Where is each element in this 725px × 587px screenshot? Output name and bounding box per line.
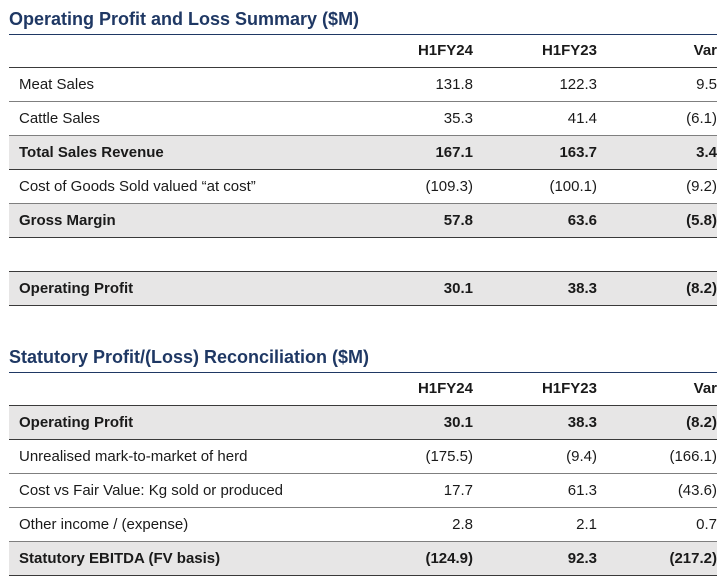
row-h1fy24-value: (175.5)	[425, 448, 473, 465]
row-label: Cost vs Fair Value: Kg sold or produced	[19, 482, 284, 499]
row-var-value: (9.2)	[686, 178, 717, 195]
table-row-total: Gross Margin 57.8 63.6 (5.8)	[9, 203, 717, 238]
reconciliation-section: Statutory Profit/(Loss) Reconciliation (…	[9, 342, 717, 576]
table-header-row: H1FY24 H1FY23 Var	[9, 373, 717, 406]
pl-summary-table: H1FY24 H1FY23 Var Meat Sales 131.8 122.3…	[9, 35, 717, 306]
table-row: Other income / (expense) 2.8 2.1 0.7	[9, 508, 717, 542]
pl-summary-section: Operating Profit and Loss Summary ($M) H…	[9, 4, 717, 306]
row-label: Operating Profit	[9, 271, 389, 306]
row-var-value: (8.2)	[597, 405, 717, 440]
row-h1fy23-value: 61.3	[567, 482, 597, 499]
pl-summary-title-rule	[9, 34, 717, 35]
pl-summary-title: Operating Profit and Loss Summary ($M)	[9, 9, 360, 29]
column-header-h1fy24: H1FY24	[417, 42, 473, 59]
row-h1fy24-value: 30.1	[389, 271, 473, 306]
column-header-label	[9, 373, 389, 406]
row-h1fy24-value: 2.8	[452, 516, 473, 533]
row-label: Unrealised mark-to-market of herd	[19, 448, 248, 465]
row-h1fy24-value: 167.1	[389, 135, 473, 170]
reconciliation-title-rule	[9, 372, 717, 373]
row-var-value: (43.6)	[677, 482, 717, 499]
row-label: Gross Margin	[9, 203, 389, 238]
row-h1fy23-value: 2.1	[576, 516, 597, 533]
row-label: Meat Sales	[19, 76, 95, 93]
table-header-row: H1FY24 H1FY23 Var	[9, 35, 717, 68]
row-h1fy24-value: (124.9)	[389, 541, 473, 576]
row-label: Cattle Sales	[19, 110, 100, 127]
row-var-value: (8.2)	[597, 271, 717, 306]
row-h1fy23-value: (100.1)	[549, 178, 597, 195]
table-row-total: Operating Profit 30.1 38.3 (8.2)	[9, 405, 717, 440]
row-h1fy24-value: 131.8	[435, 76, 473, 93]
row-var-value: (5.8)	[597, 203, 717, 238]
table-row-total: Statutory EBITDA (FV basis) (124.9) 92.3…	[9, 541, 717, 576]
table-row: Cost vs Fair Value: Kg sold or produced …	[9, 474, 717, 508]
row-label: Other income / (expense)	[19, 516, 189, 533]
row-var-value: 0.7	[696, 516, 717, 533]
row-h1fy23-value: 163.7	[473, 135, 597, 170]
row-var-value: (166.1)	[669, 448, 717, 465]
column-header-h1fy23: H1FY23	[541, 42, 597, 59]
column-header-label	[9, 35, 389, 68]
row-h1fy24-value: 57.8	[389, 203, 473, 238]
column-header-h1fy23: H1FY23	[541, 380, 597, 397]
column-header-var: Var	[693, 380, 717, 397]
row-var-value: 3.4	[597, 135, 717, 170]
table-row: Unrealised mark-to-market of herd (175.5…	[9, 440, 717, 474]
table-spacer-row	[9, 237, 717, 272]
row-label: Statutory EBITDA (FV basis)	[9, 541, 389, 576]
row-h1fy23-value: 38.3	[473, 271, 597, 306]
row-h1fy24-value: (109.3)	[425, 178, 473, 195]
table-row: Meat Sales 131.8 122.3 9.5	[9, 68, 717, 102]
table-row: Cattle Sales 35.3 41.4 (6.1)	[9, 102, 717, 136]
row-h1fy23-value: 63.6	[473, 203, 597, 238]
row-label: Operating Profit	[9, 405, 389, 440]
row-var-value: (217.2)	[597, 541, 717, 576]
table-row-total: Operating Profit 30.1 38.3 (8.2)	[9, 271, 717, 306]
row-var-value: 9.5	[696, 76, 717, 93]
row-h1fy23-value: (9.4)	[566, 448, 597, 465]
column-header-h1fy24: H1FY24	[417, 380, 473, 397]
row-var-value: (6.1)	[686, 110, 717, 127]
table-row-total: Total Sales Revenue 167.1 163.7 3.4	[9, 135, 717, 170]
row-h1fy23-value: 122.3	[559, 76, 597, 93]
column-header-var: Var	[693, 42, 717, 59]
reconciliation-table: H1FY24 H1FY23 Var Operating Profit 30.1 …	[9, 373, 717, 576]
row-h1fy24-value: 17.7	[443, 482, 473, 499]
reconciliation-title: Statutory Profit/(Loss) Reconciliation (…	[9, 347, 370, 367]
row-h1fy24-value: 30.1	[389, 405, 473, 440]
row-h1fy23-value: 92.3	[473, 541, 597, 576]
row-h1fy23-value: 38.3	[473, 405, 597, 440]
row-label: Cost of Goods Sold valued “at cost”	[19, 178, 256, 195]
row-h1fy24-value: 35.3	[443, 110, 473, 127]
row-h1fy23-value: 41.4	[567, 110, 597, 127]
table-row: Cost of Goods Sold valued “at cost” (109…	[9, 170, 717, 204]
row-label: Total Sales Revenue	[9, 135, 389, 170]
